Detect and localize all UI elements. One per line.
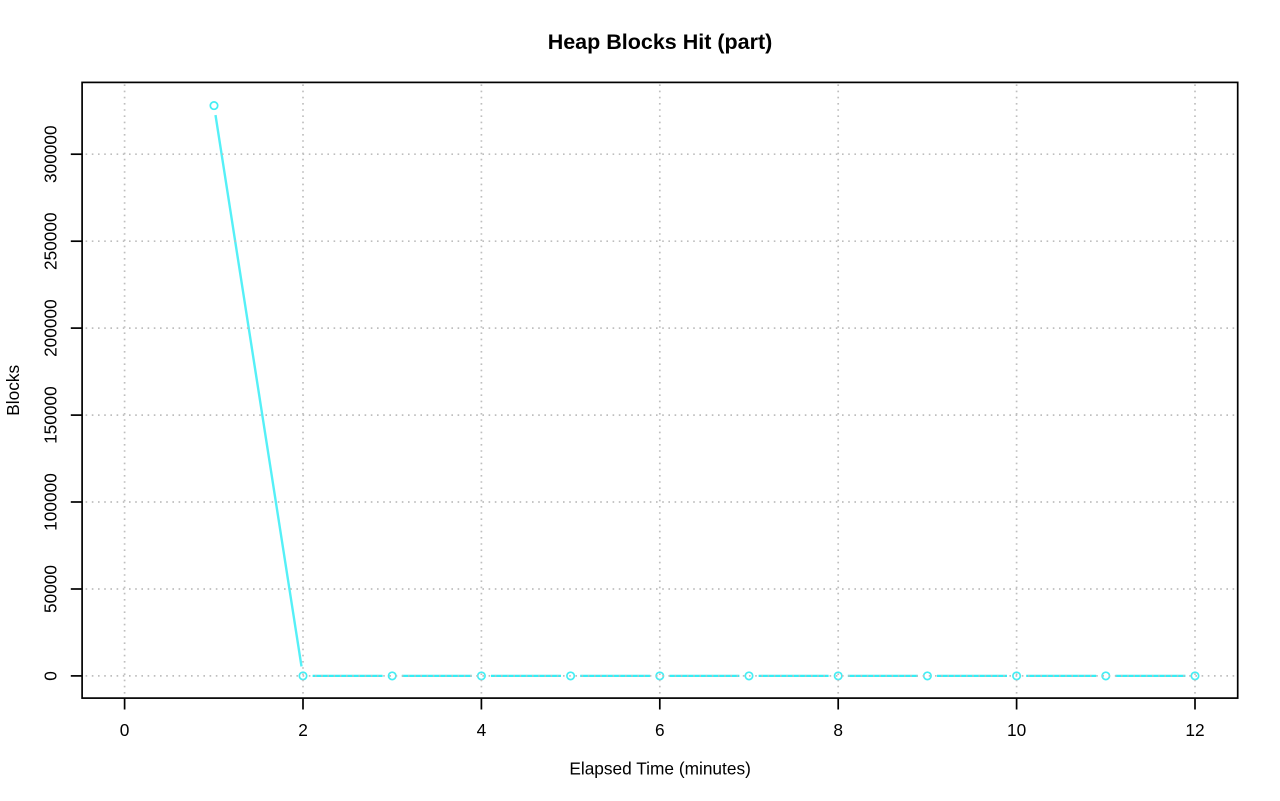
svg-text:2: 2 (298, 720, 308, 740)
svg-text:50000: 50000 (41, 565, 61, 613)
svg-text:250000: 250000 (41, 212, 61, 270)
svg-text:150000: 150000 (41, 386, 61, 444)
svg-text:4: 4 (477, 720, 487, 740)
svg-text:8: 8 (833, 720, 843, 740)
svg-text:300000: 300000 (41, 125, 61, 183)
svg-text:Heap Blocks Hit (part): Heap Blocks Hit (part) (548, 30, 773, 54)
svg-text:100000: 100000 (41, 473, 61, 531)
svg-text:10: 10 (1007, 720, 1026, 740)
svg-text:0: 0 (41, 671, 61, 681)
svg-text:Elapsed Time (minutes): Elapsed Time (minutes) (569, 759, 751, 779)
svg-text:0: 0 (120, 720, 130, 740)
svg-text:12: 12 (1185, 720, 1204, 740)
svg-text:Blocks: Blocks (3, 364, 23, 415)
svg-text:6: 6 (655, 720, 665, 740)
svg-text:200000: 200000 (41, 299, 61, 357)
